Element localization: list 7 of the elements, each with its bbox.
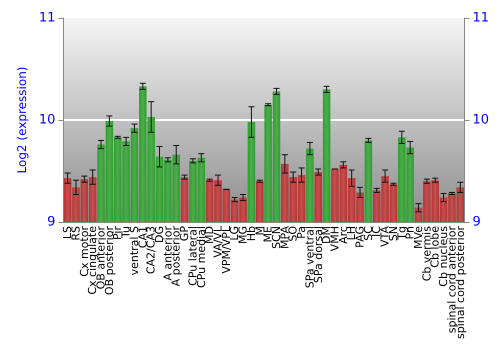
y2-tick-label: 10 <box>472 112 490 128</box>
y-tick-label: 9 <box>47 214 56 230</box>
y-tick-label: 10 <box>38 112 56 128</box>
y-tick-label: 11 <box>38 10 56 26</box>
y2-tick-label: 9 <box>472 214 481 230</box>
y-axis-title: Log2 (expression) <box>15 66 29 174</box>
y2-tick-label: 11 <box>472 10 490 26</box>
